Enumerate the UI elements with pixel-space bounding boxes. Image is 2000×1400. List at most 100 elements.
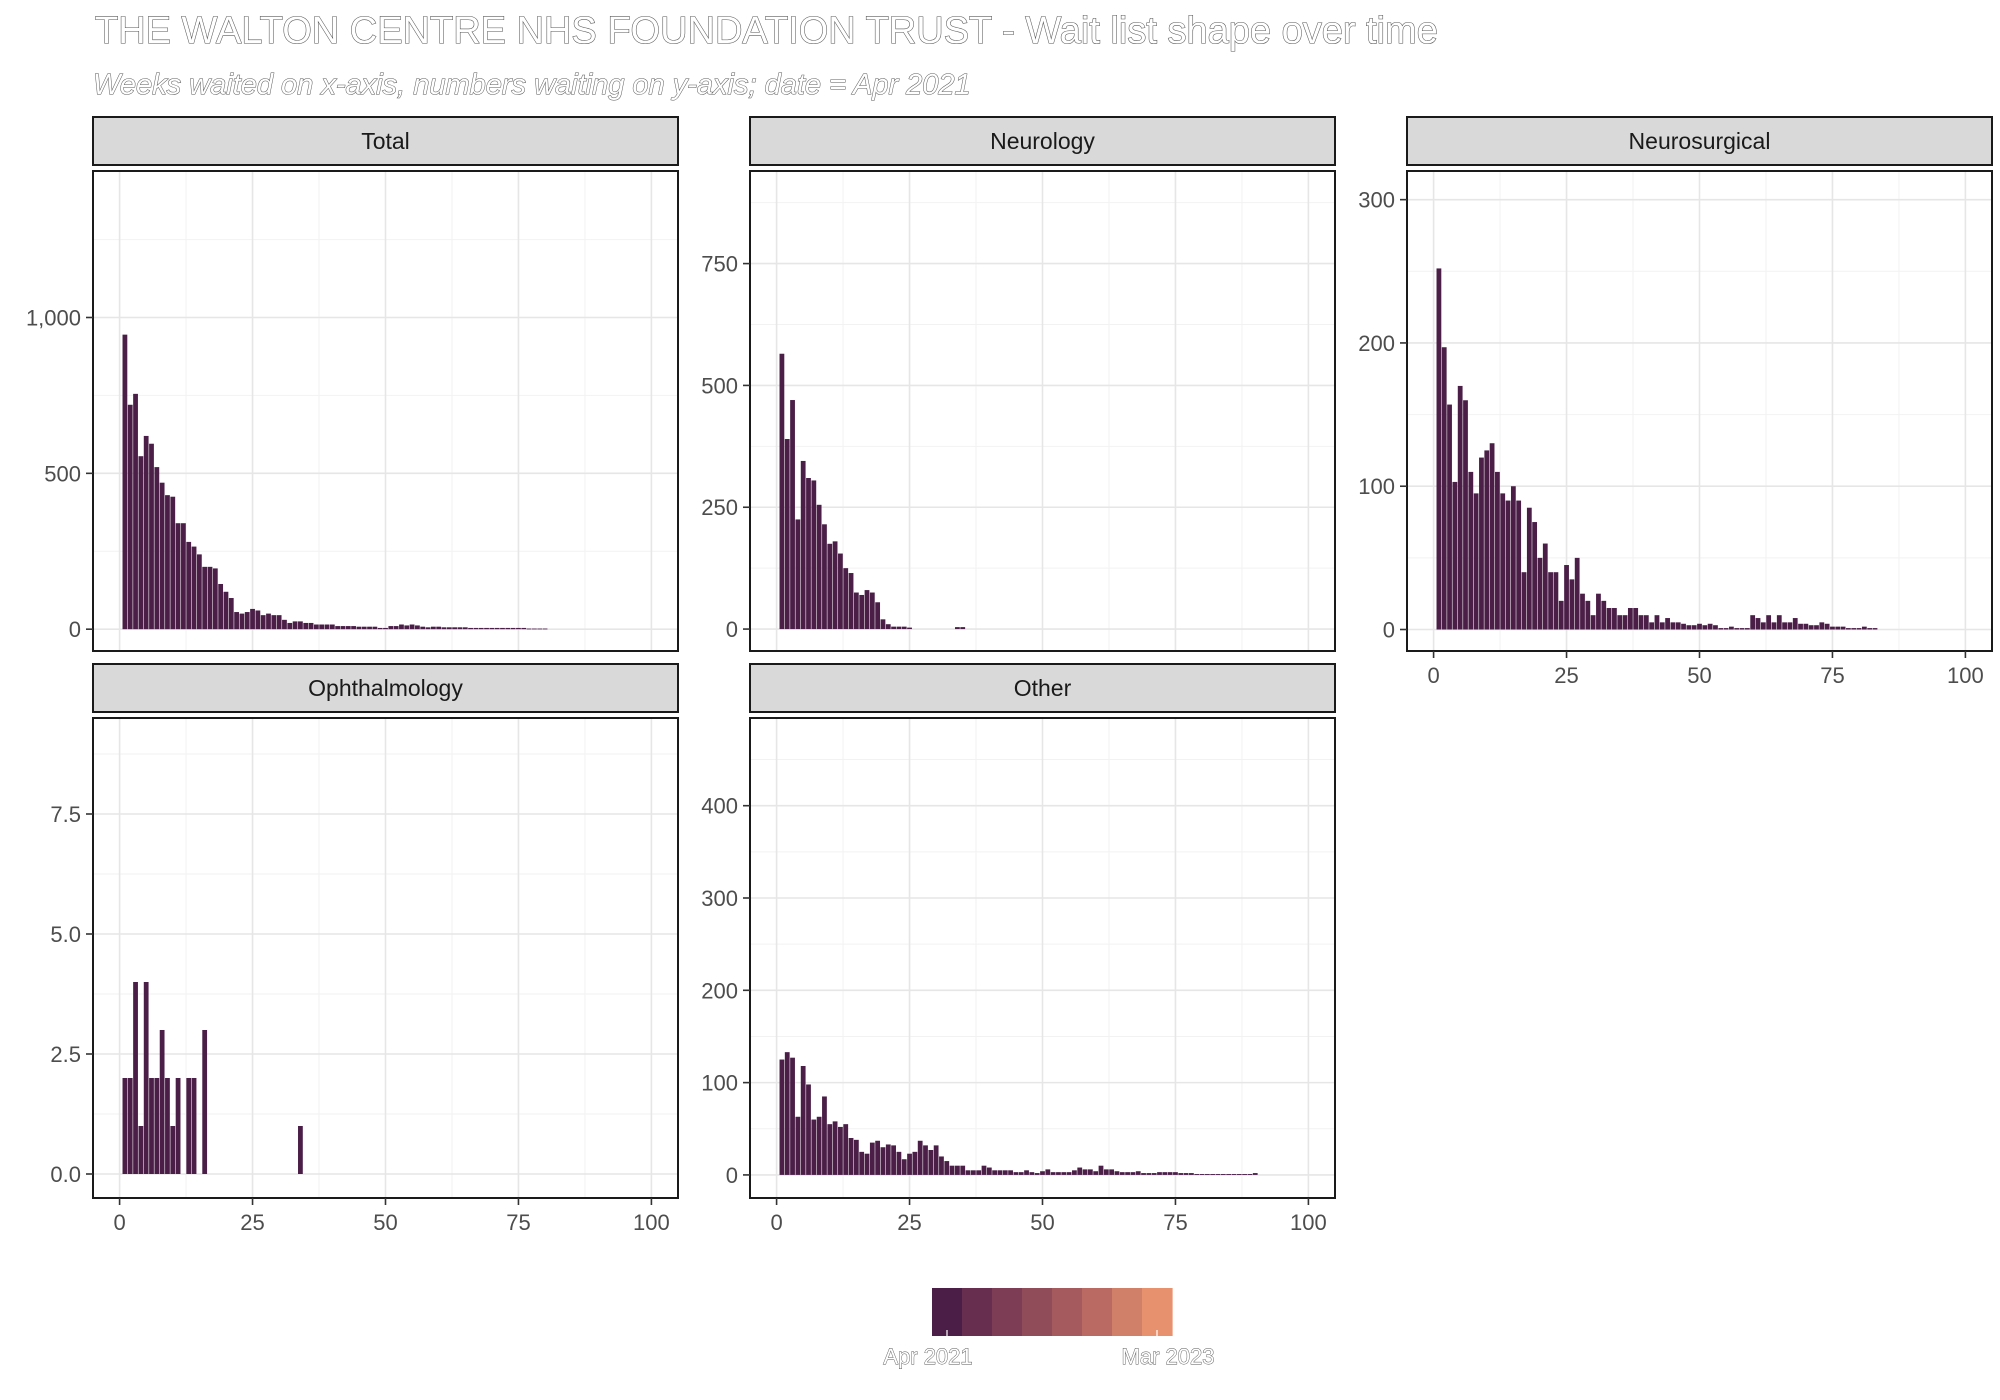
bar <box>832 541 838 630</box>
bar <box>1167 1172 1173 1175</box>
bar <box>1713 625 1718 630</box>
bar <box>1590 615 1596 630</box>
bar <box>212 568 218 630</box>
bar <box>234 612 239 630</box>
bar <box>271 615 277 630</box>
bar <box>542 628 548 630</box>
bar <box>923 1145 928 1175</box>
x-tick-label: 75 <box>1163 1210 1187 1235</box>
bar <box>1157 1172 1162 1175</box>
bar <box>1707 623 1713 630</box>
bar <box>202 566 208 630</box>
chart-title: THE WALTON CENTRE NHS FOUNDATION TRUST -… <box>95 10 1438 52</box>
panel-border <box>92 170 679 652</box>
bar <box>885 1144 891 1175</box>
bar <box>149 1078 154 1174</box>
bar <box>345 626 351 630</box>
x-tick-label: 0 <box>770 1210 782 1235</box>
panel-strip-label: Other <box>1014 675 1072 701</box>
bar <box>1739 628 1745 630</box>
bar <box>154 467 160 630</box>
bar <box>1114 1171 1120 1175</box>
panel-ophthalmology: Ophthalmology 0.0 2.5 5.0 7.5 0 25 50 75 100 <box>50 663 679 1235</box>
bar <box>207 566 213 630</box>
bar <box>1489 443 1495 630</box>
bar <box>415 625 420 630</box>
panel-neurology: Neurology 0 250 500 750 <box>701 116 1336 652</box>
bar <box>1098 1165 1104 1175</box>
bar <box>521 627 527 630</box>
bar <box>795 519 801 630</box>
bar <box>436 626 442 630</box>
x-tick-label: 100 <box>633 1210 670 1235</box>
bar <box>939 1156 944 1175</box>
bar <box>1819 622 1825 630</box>
bar <box>383 627 388 630</box>
y-tick-label: 0 <box>726 617 738 642</box>
bar <box>1242 1174 1247 1175</box>
bar <box>430 626 436 630</box>
bar <box>165 495 170 630</box>
bar <box>875 602 881 630</box>
bar <box>853 592 859 630</box>
x-tick-label: 100 <box>1290 1210 1327 1235</box>
bar <box>1189 1173 1194 1175</box>
bar <box>1018 1172 1024 1175</box>
bar <box>276 615 282 630</box>
bar <box>1580 593 1585 630</box>
bar <box>1792 618 1798 630</box>
y-tick-label: 0.0 <box>50 1162 81 1187</box>
bar <box>965 1170 971 1175</box>
bar <box>1119 1172 1125 1175</box>
bar <box>1484 450 1490 630</box>
bar <box>1473 493 1479 630</box>
bar <box>298 621 303 630</box>
x-tick-label: 50 <box>373 1210 397 1235</box>
bar <box>1856 628 1862 630</box>
bar <box>1569 579 1575 630</box>
bar <box>1771 622 1777 630</box>
legend-swatch <box>962 1288 993 1336</box>
y-tick-label: 400 <box>701 794 738 819</box>
bar <box>282 619 287 630</box>
bar <box>1457 385 1463 630</box>
bar <box>260 615 266 630</box>
bar <box>1872 628 1878 630</box>
bar <box>1702 625 1708 630</box>
bar <box>516 627 521 630</box>
bar <box>901 1159 907 1175</box>
bar <box>1867 628 1873 630</box>
bar <box>239 613 245 630</box>
panel-border <box>749 170 1336 652</box>
bar <box>1782 622 1787 630</box>
x-tick-label: 100 <box>1947 663 1984 688</box>
panel-strip-label: Neurology <box>990 128 1095 154</box>
bar <box>1162 1172 1168 1175</box>
bar <box>308 622 314 630</box>
bar <box>1681 623 1686 630</box>
bar <box>1537 557 1543 630</box>
bar <box>848 573 854 630</box>
bar <box>822 1096 827 1175</box>
bar <box>351 626 356 630</box>
bar <box>816 504 822 630</box>
bar <box>1814 625 1819 630</box>
bar <box>960 627 966 630</box>
legend-swatch <box>1112 1288 1143 1336</box>
bar <box>949 1165 955 1175</box>
bar <box>1760 622 1766 630</box>
legend-swatch <box>1022 1288 1053 1336</box>
bar <box>853 1139 859 1175</box>
bar <box>1542 543 1548 630</box>
bar <box>992 1170 998 1175</box>
bar <box>896 626 902 630</box>
bar <box>303 622 309 630</box>
bar <box>832 1121 838 1175</box>
x-tick-label: 50 <box>1687 663 1711 688</box>
bar <box>1633 608 1639 630</box>
bar <box>1178 1173 1184 1175</box>
bar <box>1516 500 1522 630</box>
bar <box>1204 1174 1210 1175</box>
y-tick-label: 0 <box>69 617 81 642</box>
bar <box>287 622 293 630</box>
